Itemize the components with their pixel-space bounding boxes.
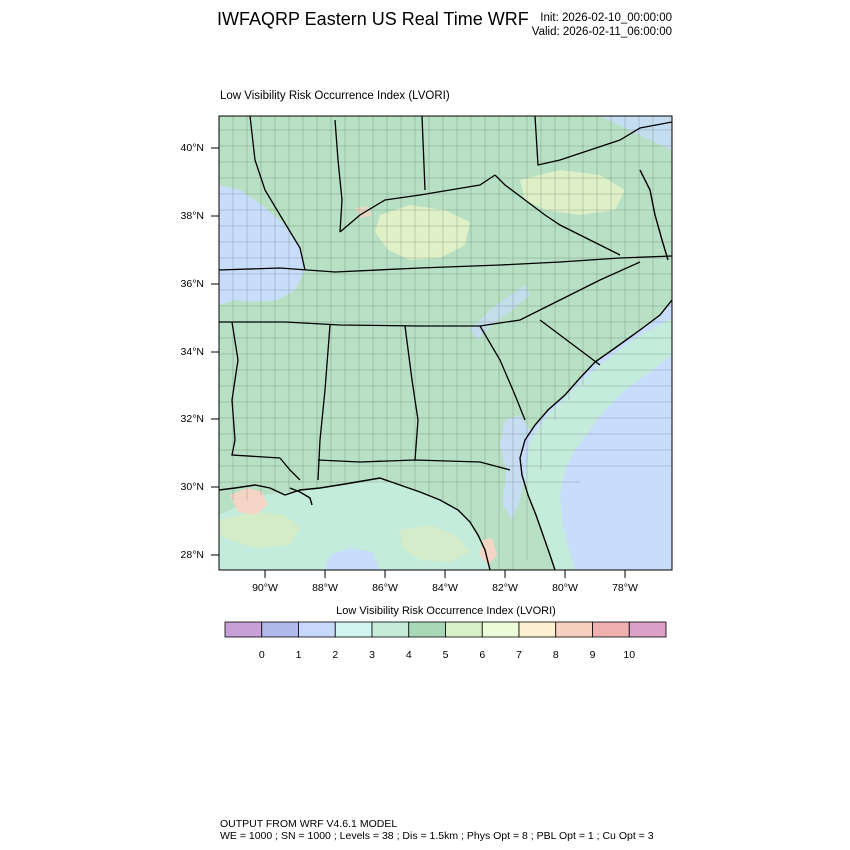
colorbar-swatch bbox=[518, 621, 557, 638]
map-area bbox=[219, 116, 672, 570]
page-title: IWFAQRP Eastern US Real Time WRF bbox=[217, 9, 529, 29]
lat-label-36n: 36°N bbox=[180, 278, 204, 290]
coastal-band bbox=[522, 318, 672, 570]
init-time: Init: 2026-02-10_00:00:00 bbox=[540, 12, 672, 24]
lon-label-80w: 80°W bbox=[552, 582, 578, 594]
lat-label-40n: 40°N bbox=[180, 142, 204, 154]
lat-label-32n: 32°N bbox=[180, 413, 204, 425]
lon-label-86w: 86°W bbox=[372, 582, 398, 594]
colorbar-label: 0 bbox=[258, 649, 265, 661]
colorbar-swatch bbox=[334, 621, 373, 638]
colorbar-label: 5 bbox=[442, 649, 449, 661]
colorbar-swatch bbox=[628, 621, 667, 638]
colorbar-title: Low Visibility Risk Occurrence Index (LV… bbox=[336, 605, 556, 617]
virginia-warm-patch bbox=[520, 170, 625, 215]
colorbar bbox=[224, 621, 667, 638]
colorbar-label: 7 bbox=[516, 649, 522, 661]
florida-hot-patch bbox=[480, 538, 497, 565]
footer-config-line: WE = 1000 ; SN = 1000 ; Levels = 38 ; Di… bbox=[220, 830, 654, 842]
colorbar-swatch bbox=[445, 621, 483, 638]
lat-label-28n: 28°N bbox=[180, 549, 204, 561]
colorbar-label: 9 bbox=[589, 649, 596, 661]
colorbar-swatch bbox=[592, 621, 630, 638]
colorbar-label: 8 bbox=[552, 649, 559, 661]
lon-label-82w: 82°W bbox=[492, 582, 518, 594]
gulf-blue-patch bbox=[325, 548, 380, 570]
colorbar-swatch bbox=[481, 621, 520, 638]
lon-label-78w: 78°W bbox=[612, 582, 638, 594]
western-blue-area bbox=[219, 185, 305, 305]
gulf-warm-patch-2 bbox=[400, 525, 470, 562]
lat-label-34n: 34°N bbox=[180, 346, 204, 358]
lon-label-88w: 88°W bbox=[312, 582, 338, 594]
state-borders bbox=[219, 116, 672, 481]
colorbar-label: 2 bbox=[332, 649, 339, 661]
lat-label-30n: 30°N bbox=[180, 481, 204, 493]
colorbar-swatch bbox=[298, 621, 336, 638]
colorbar-label: 10 bbox=[623, 649, 636, 661]
colorbar-swatch bbox=[224, 621, 263, 638]
colorbar-swatch bbox=[555, 621, 593, 638]
ne-blue-corner bbox=[600, 116, 672, 150]
colorbar-swatch bbox=[371, 621, 410, 638]
gulf-warm-patch bbox=[219, 512, 300, 548]
footer-model-line: OUTPUT FROM WRF V4.6.1 MODEL bbox=[220, 818, 398, 830]
colorbar-swatch bbox=[408, 621, 446, 638]
colorbar-swatch bbox=[261, 621, 299, 638]
lon-label-84w: 84°W bbox=[432, 582, 458, 594]
colorbar-label: 4 bbox=[405, 649, 412, 661]
county-grid bbox=[219, 116, 672, 570]
axis-ticks bbox=[211, 147, 626, 578]
lon-label-90w: 90°W bbox=[252, 582, 278, 594]
colorbar-label: 1 bbox=[295, 649, 302, 661]
colorbar-label: 3 bbox=[369, 649, 375, 661]
valid-time: Valid: 2026-02-11_06:00:00 bbox=[531, 26, 672, 38]
coastal-blue-strip bbox=[500, 415, 530, 520]
colorbar-label: 6 bbox=[479, 649, 486, 661]
louisiana-hot-patch bbox=[230, 488, 268, 515]
coastline bbox=[219, 169, 672, 570]
panel-title: Low Visibility Risk Occurrence Index (LV… bbox=[220, 90, 450, 102]
kentucky-warm-patch bbox=[375, 205, 470, 260]
lat-label-38n: 38°N bbox=[180, 210, 204, 222]
